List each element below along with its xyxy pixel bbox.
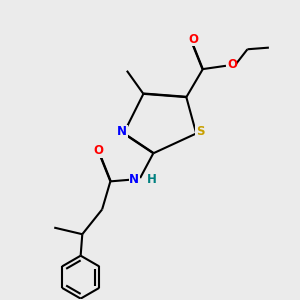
Text: N: N bbox=[129, 173, 139, 186]
Text: H: H bbox=[147, 173, 157, 186]
Text: N: N bbox=[117, 125, 127, 138]
Text: O: O bbox=[188, 33, 198, 46]
Text: O: O bbox=[94, 144, 104, 157]
Text: S: S bbox=[196, 125, 204, 138]
Text: O: O bbox=[227, 58, 237, 70]
